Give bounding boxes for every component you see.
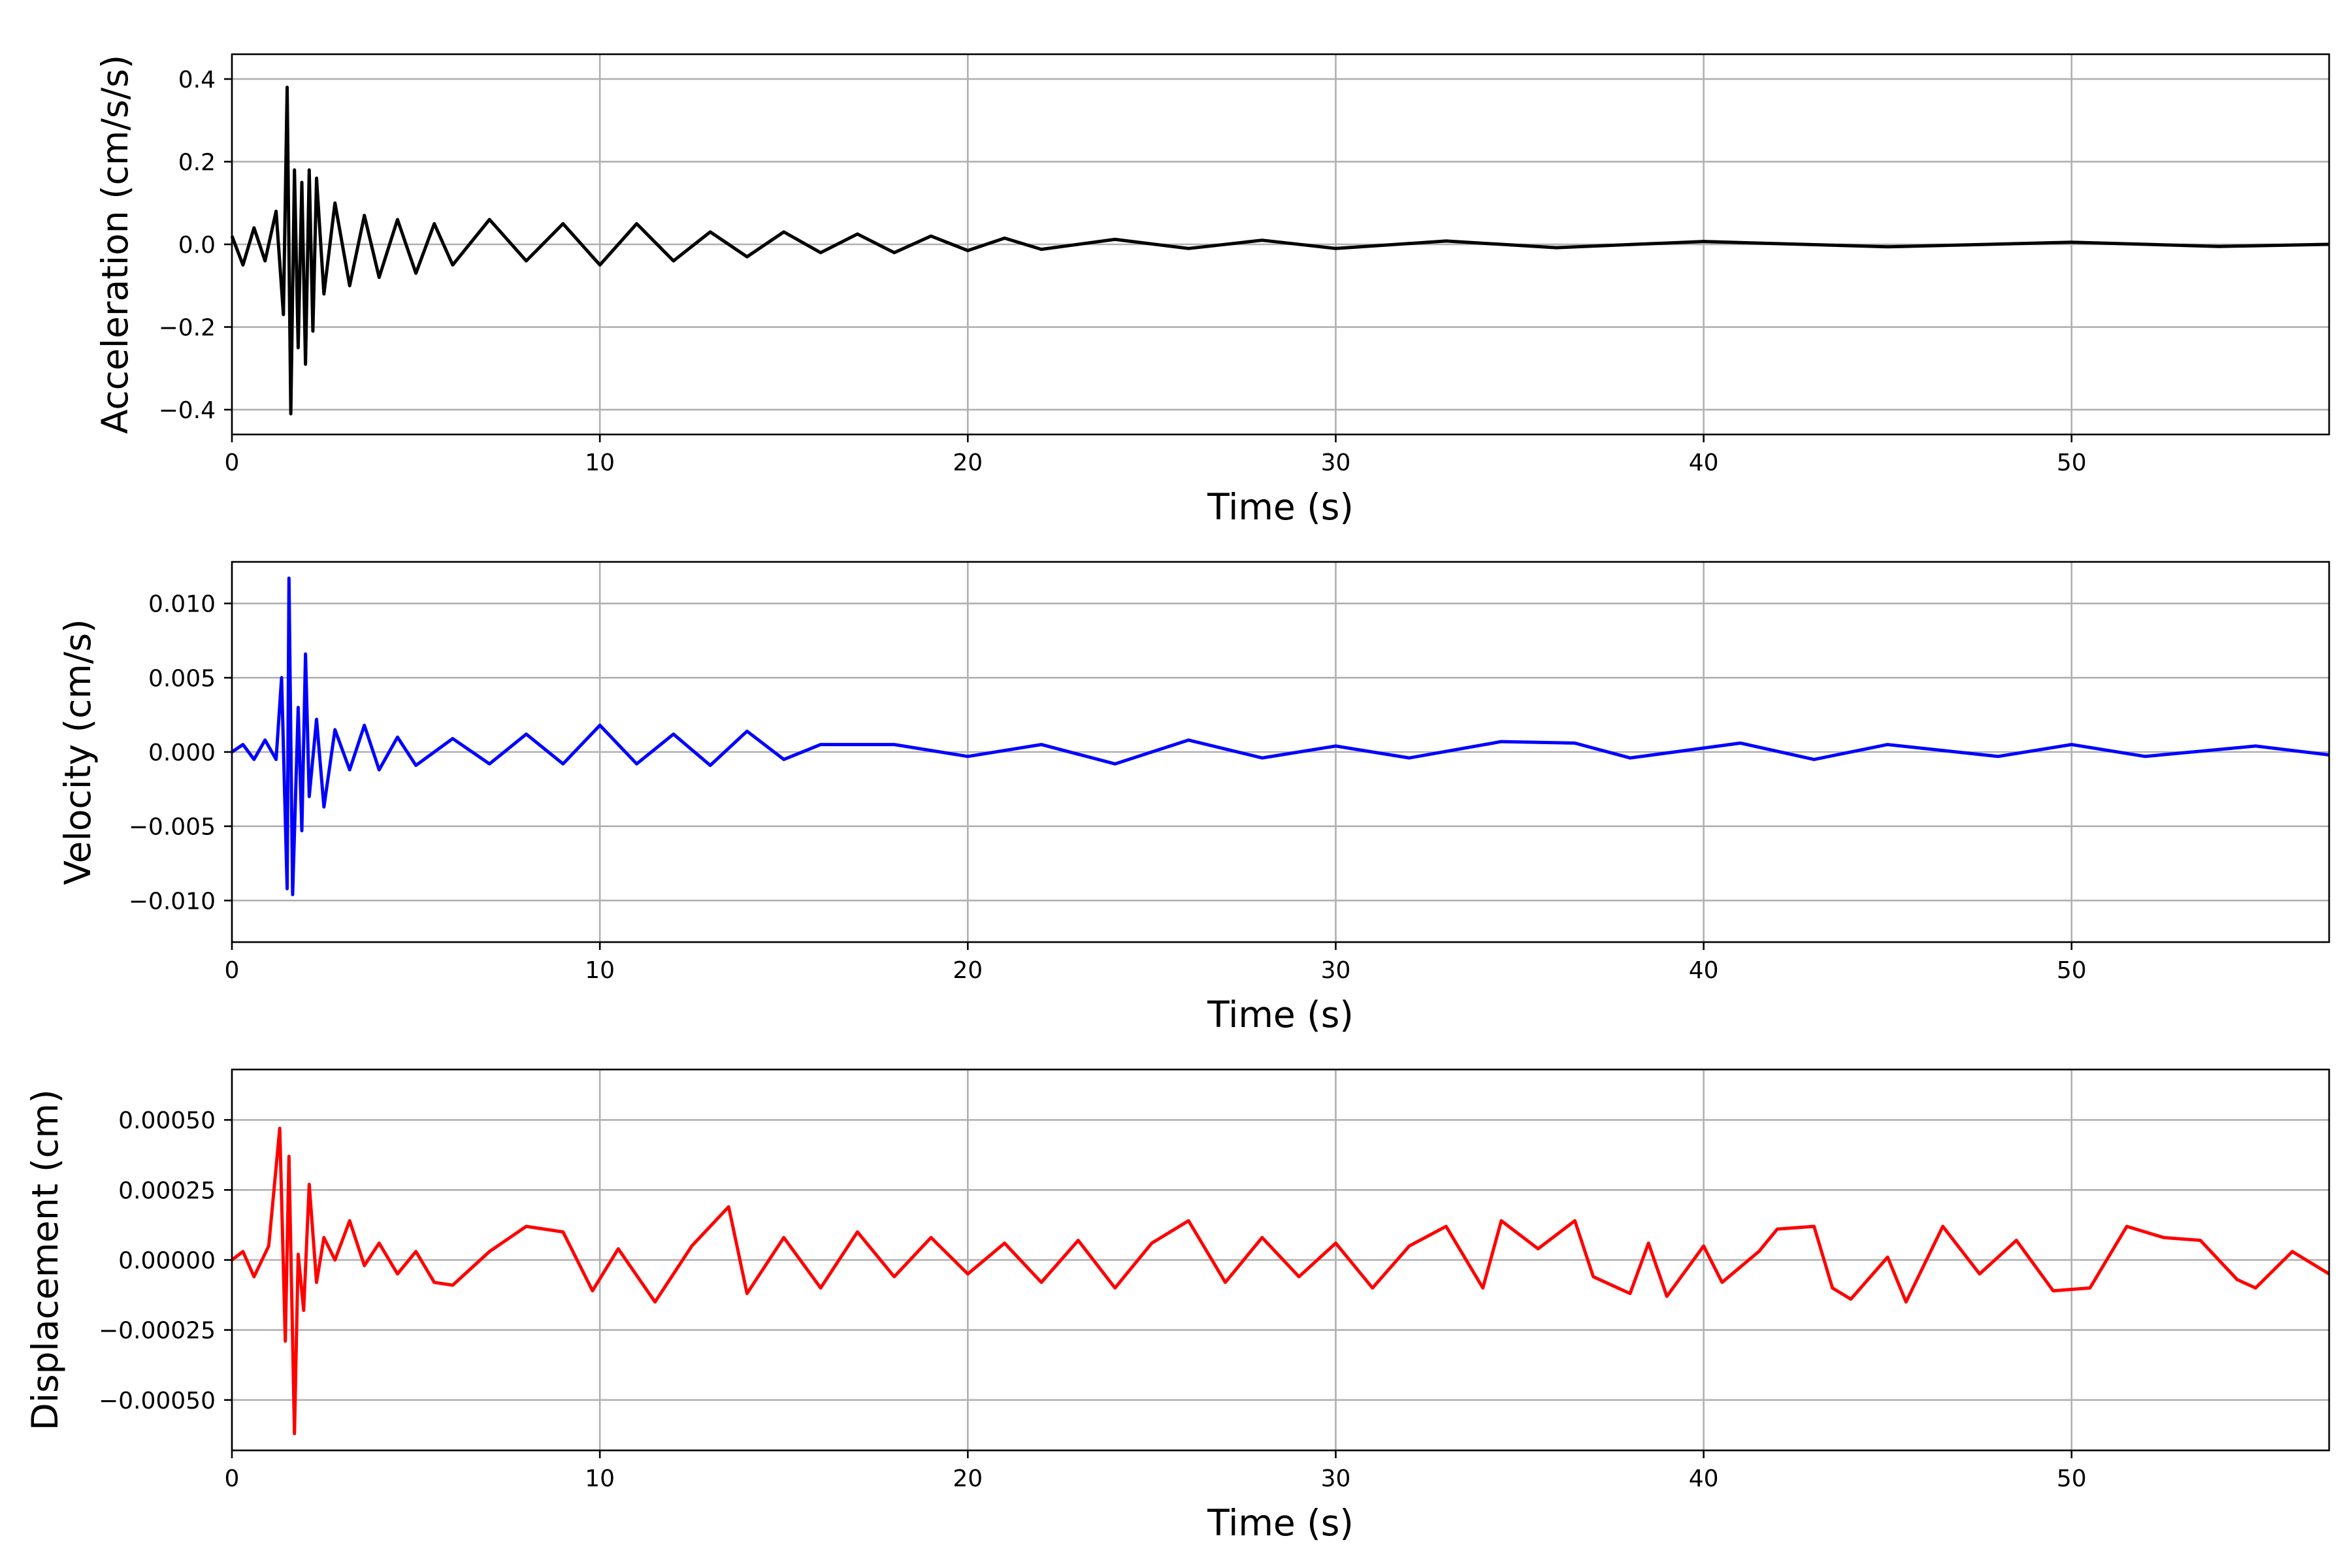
acceleration-y-tick-label: −0.2 bbox=[159, 315, 216, 342]
acceleration-x-tick-label: 40 bbox=[1689, 449, 1719, 476]
velocity-y-tick-label: 0.010 bbox=[148, 591, 216, 618]
displacement-x-tick-label: 0 bbox=[225, 1465, 240, 1492]
velocity-y-tick-label: 0.005 bbox=[148, 665, 216, 692]
displacement-x-tick-label: 30 bbox=[1321, 1465, 1351, 1492]
displacement-y-axis-label: Displacement (cm) bbox=[24, 1089, 66, 1430]
acceleration-subplot: 0 10 20 30 40 50 −0.4 −0.2 0.0 0.2 0.4 Time (s) Acce… bbox=[94, 53, 2330, 528]
acceleration-y-tick-label: 0.0 bbox=[178, 232, 216, 259]
velocity-y-tick-label: −0.005 bbox=[129, 814, 216, 841]
velocity-x-tick-label: 10 bbox=[585, 957, 615, 984]
acceleration-x-tick-label: 30 bbox=[1321, 449, 1351, 476]
acceleration-y-axis-label: Acceleration (cm/s/s) bbox=[94, 55, 136, 434]
acceleration-x-tick-label: 20 bbox=[953, 449, 983, 476]
velocity-x-tick-label: 50 bbox=[2057, 957, 2087, 984]
acceleration-y-tick-label: 0.4 bbox=[178, 67, 216, 93]
velocity-y-tick-label: −0.010 bbox=[129, 888, 216, 915]
acceleration-x-tick-label: 0 bbox=[225, 449, 240, 476]
displacement-x-tick-label: 50 bbox=[2057, 1465, 2087, 1492]
displacement-subplot: 0 10 20 30 40 50 −0.00050 −0.00025 0.00000 0.0002… bbox=[24, 1068, 2330, 1544]
displacement-series-line bbox=[231, 1126, 2330, 1435]
velocity-x-tick-label: 0 bbox=[225, 957, 240, 984]
velocity-x-tick-label: 20 bbox=[953, 957, 983, 984]
velocity-x-axis-label: Time (s) bbox=[1207, 994, 1354, 1036]
displacement-y-tick-label: 0.00025 bbox=[118, 1177, 216, 1204]
velocity-subplot: 0 10 20 30 40 50 −0.010 −0.005 0.000 0.005 0.010 Ti… bbox=[57, 561, 2330, 1036]
acceleration-series-line bbox=[230, 86, 2330, 416]
acceleration-x-tick-label: 10 bbox=[585, 449, 615, 476]
velocity-x-tick-label: 30 bbox=[1321, 957, 1351, 984]
velocity-y-axis-label: Velocity (cm/s) bbox=[57, 619, 99, 885]
displacement-x-axis-label: Time (s) bbox=[1207, 1502, 1354, 1544]
velocity-series-line bbox=[231, 576, 2330, 896]
velocity-y-tick-label: 0.000 bbox=[148, 740, 216, 766]
displacement-x-tick-label: 20 bbox=[953, 1465, 983, 1492]
displacement-y-tick-label: −0.00025 bbox=[99, 1318, 216, 1345]
acceleration-y-tick-label: 0.2 bbox=[178, 149, 216, 176]
displacement-y-tick-label: 0.00000 bbox=[118, 1248, 216, 1275]
velocity-x-tick-label: 40 bbox=[1689, 957, 1719, 984]
acceleration-x-tick-label: 50 bbox=[2057, 449, 2087, 476]
displacement-x-tick-label: 10 bbox=[585, 1465, 615, 1492]
displacement-x-tick-label: 40 bbox=[1689, 1465, 1719, 1492]
acceleration-x-axis-label: Time (s) bbox=[1207, 486, 1354, 528]
subplots: 0 10 20 30 40 50 −0.4 −0.2 0.0 0.2 0.4 Time (s) Acce… bbox=[24, 53, 2330, 1544]
displacement-y-tick-label: 0.00050 bbox=[118, 1107, 216, 1134]
acceleration-y-tick-label: −0.4 bbox=[159, 397, 216, 424]
displacement-y-tick-label: −0.00050 bbox=[99, 1388, 216, 1414]
